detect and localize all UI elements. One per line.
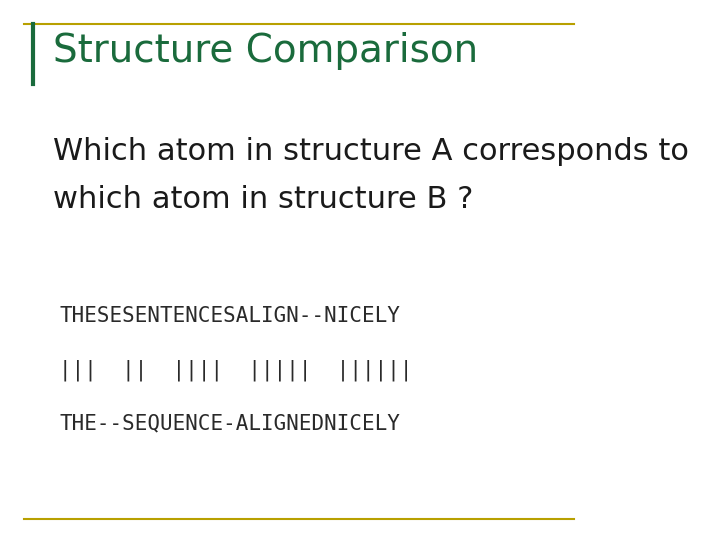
Text: Structure Comparison: Structure Comparison: [53, 32, 478, 70]
Text: THE--SEQUENCE-ALIGNEDNICELY: THE--SEQUENCE-ALIGNEDNICELY: [59, 414, 400, 434]
Text: Which atom in structure A corresponds to: Which atom in structure A corresponds to: [53, 137, 689, 166]
Text: |||  ||  ||||  |||||  ||||||: ||| || |||| ||||| ||||||: [59, 359, 413, 381]
Text: THESESENTENCESALIGN--NICELY: THESESENTENCESALIGN--NICELY: [59, 306, 400, 326]
Text: which atom in structure B ?: which atom in structure B ?: [53, 185, 474, 214]
